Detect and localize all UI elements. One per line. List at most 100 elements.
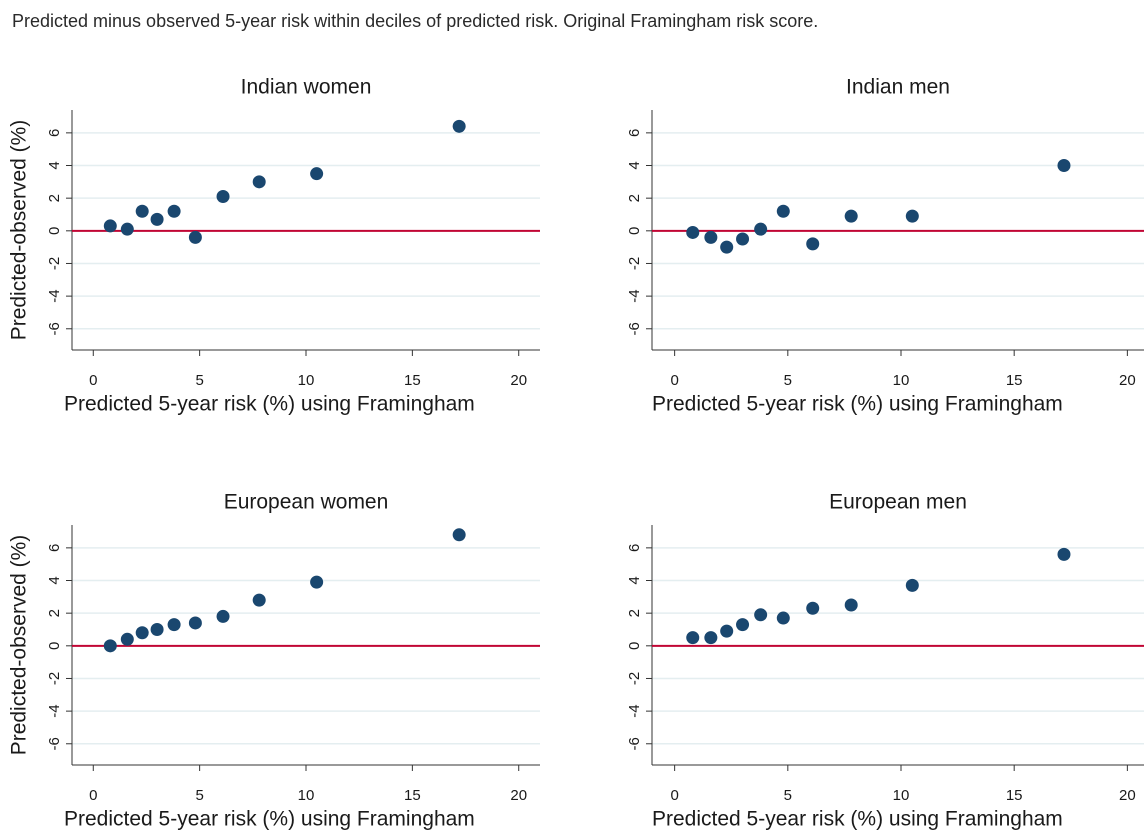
point <box>686 225 700 239</box>
x-tick-label: 0 <box>670 372 678 389</box>
y-tick-label: 4 <box>46 161 63 169</box>
point <box>452 119 466 133</box>
point <box>167 618 181 632</box>
y-tick-label: -4 <box>626 704 643 717</box>
y-tick-label: -6 <box>46 322 63 335</box>
x-tick-label: 20 <box>1119 372 1136 389</box>
point <box>188 616 202 630</box>
point <box>720 624 734 638</box>
y-tick-label: -2 <box>626 672 643 685</box>
x-tick-label: 10 <box>893 787 910 804</box>
point <box>844 209 858 223</box>
panel-title: European women <box>224 491 389 514</box>
point <box>103 219 117 233</box>
point <box>120 222 134 236</box>
y-tick-label: 0 <box>46 642 63 650</box>
point <box>720 240 734 254</box>
y-tick-label: -2 <box>46 257 63 270</box>
panel-title: Indian men <box>846 76 950 99</box>
x-tick-label: 15 <box>404 372 421 389</box>
point <box>1057 547 1071 561</box>
point <box>776 204 790 218</box>
point <box>103 639 117 653</box>
point <box>452 528 466 542</box>
point <box>1057 159 1071 173</box>
x-tick-label: 20 <box>510 372 527 389</box>
y-tick-label: 6 <box>626 129 643 137</box>
y-tick-label: 6 <box>46 129 63 137</box>
figure-title: Predicted minus observed 5-year risk wit… <box>12 11 818 31</box>
point <box>167 204 181 218</box>
point <box>216 609 230 623</box>
x-tick-label: 5 <box>195 787 203 804</box>
point <box>704 631 718 645</box>
point <box>736 232 750 246</box>
point <box>686 631 700 645</box>
point <box>216 190 230 204</box>
y-tick-label: 4 <box>46 576 63 584</box>
y-tick-label: -4 <box>46 289 63 302</box>
y-tick-label: -2 <box>46 672 63 685</box>
point <box>806 237 820 251</box>
y-tick-label: 0 <box>46 227 63 235</box>
x-axis-label: Predicted 5-year risk (%) using Framingh… <box>64 393 475 416</box>
x-tick-label: 0 <box>89 787 97 804</box>
x-tick-label: 0 <box>670 787 678 804</box>
point <box>252 593 266 607</box>
x-axis-label: Predicted 5-year risk (%) using Framingh… <box>64 808 475 831</box>
point <box>150 212 164 226</box>
y-tick-label: -4 <box>626 289 643 302</box>
x-axis-label: Predicted 5-year risk (%) using Framingh… <box>652 808 1063 831</box>
x-tick-label: 15 <box>404 787 421 804</box>
point <box>135 626 149 640</box>
y-tick-label: -2 <box>626 257 643 270</box>
x-tick-label: 15 <box>1006 372 1023 389</box>
x-tick-label: 5 <box>784 787 792 804</box>
point <box>736 618 750 632</box>
x-tick-label: 20 <box>510 787 527 804</box>
y-tick-label: -4 <box>46 704 63 717</box>
point <box>905 209 919 223</box>
y-tick-label: 0 <box>626 642 643 650</box>
y-axis-label: Predicted-observed (%) <box>8 120 31 341</box>
x-tick-label: 5 <box>195 372 203 389</box>
y-tick-label: 4 <box>626 576 643 584</box>
y-tick-label: 2 <box>46 194 63 202</box>
y-tick-label: 6 <box>46 544 63 552</box>
point <box>120 632 134 646</box>
x-tick-label: 10 <box>298 372 315 389</box>
point <box>150 622 164 636</box>
point <box>905 578 919 592</box>
y-tick-label: 2 <box>46 609 63 617</box>
y-tick-label: 2 <box>626 609 643 617</box>
x-tick-label: 10 <box>893 372 910 389</box>
y-tick-label: -6 <box>626 322 643 335</box>
x-tick-label: 10 <box>298 787 315 804</box>
y-tick-label: 0 <box>626 227 643 235</box>
point <box>310 575 324 589</box>
y-tick-label: 4 <box>626 161 643 169</box>
point <box>252 175 266 189</box>
point <box>310 167 324 181</box>
point <box>844 598 858 612</box>
panel-title: European men <box>829 491 967 514</box>
y-tick-label: 6 <box>626 544 643 552</box>
x-tick-label: 0 <box>89 372 97 389</box>
point <box>135 204 149 218</box>
point <box>776 611 790 625</box>
point <box>754 222 768 236</box>
y-axis-label: Predicted-observed (%) <box>8 535 31 756</box>
panel-title: Indian women <box>241 76 372 99</box>
x-tick-label: 20 <box>1119 787 1136 804</box>
y-tick-label: -6 <box>626 737 643 750</box>
y-tick-label: 2 <box>626 194 643 202</box>
point <box>188 230 202 244</box>
point <box>806 601 820 615</box>
point <box>704 230 718 244</box>
y-tick-label: -6 <box>46 737 63 750</box>
point <box>754 608 768 622</box>
x-tick-label: 15 <box>1006 787 1023 804</box>
x-axis-label: Predicted 5-year risk (%) using Framingh… <box>652 393 1063 416</box>
